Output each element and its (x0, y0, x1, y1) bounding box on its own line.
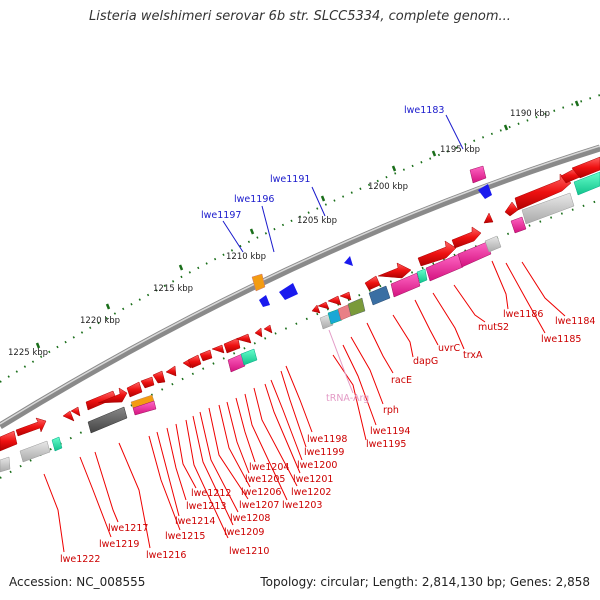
label-lwe1201: lwe1201 (293, 474, 333, 485)
label-lwe1185: lwe1185 (541, 334, 581, 345)
backbone (0, 144, 600, 429)
label-lwe1212: lwe1212 (191, 488, 231, 499)
scale-label-1210: 1210 kbp (226, 252, 266, 262)
label-trxA: trxA (463, 350, 483, 361)
label-lwe1198: lwe1198 (307, 434, 347, 445)
label-mutS2: mutS2 (478, 322, 509, 333)
label-racE: racE (391, 375, 412, 386)
label-lwe1210: lwe1210 (229, 546, 269, 557)
red-leader-lines (43, 260, 566, 553)
label-lwe1217: lwe1217 (108, 523, 148, 534)
outer-strand-features (0, 156, 600, 452)
inner-strand-features (0, 171, 600, 473)
backbone-highlight (0, 145, 600, 425)
label-lwe1215: lwe1215 (165, 531, 205, 542)
label-lwe1213: lwe1213 (186, 501, 226, 512)
label-lwe1219: lwe1219 (99, 539, 139, 550)
blue-leader-lines (222, 114, 464, 253)
label-dapG: dapG (413, 356, 438, 367)
label-lwe1222: lwe1222 (60, 554, 100, 565)
topology-text: Topology: circular; Length: 2,814,130 bp… (260, 575, 590, 589)
major-ticks (35, 100, 580, 349)
label-lwe1195: lwe1195 (366, 439, 406, 450)
gene-labels: lwe1184 lwe1185 lwe1186 mutS2 trxA uvrC … (60, 309, 595, 565)
scale-label-1215: 1215 kbp (153, 284, 193, 294)
label-lwe1209: lwe1209 (224, 527, 264, 538)
label-lwe1202: lwe1202 (291, 487, 331, 498)
label-lwe1191: lwe1191 (270, 174, 310, 185)
scale-label-1190: 1190 kbp (510, 109, 550, 119)
label-lwe1216: lwe1216 (146, 550, 186, 561)
label-lwe1194: lwe1194 (370, 426, 410, 437)
label-lwe1184: lwe1184 (555, 316, 595, 327)
accession-text: Accession: NC_008555 (9, 575, 146, 589)
label-lwe1196: lwe1196 (234, 194, 274, 205)
label-lwe1203: lwe1203 (282, 500, 322, 511)
label-lwe1208: lwe1208 (230, 513, 270, 524)
scale-label-1200: 1200 kbp (368, 182, 408, 192)
label-lwe1206: lwe1206 (241, 487, 281, 498)
label-lwe1197: lwe1197 (201, 210, 241, 221)
label-trna-arg: tRNA-Arg (326, 393, 369, 404)
map-title: Listeria welshimeri serovar 6b str. SLCC… (89, 9, 511, 24)
label-lwe1205: lwe1205 (245, 474, 285, 485)
label-uvrC: uvrC (438, 343, 461, 354)
label-lwe1186: lwe1186 (503, 309, 543, 320)
scale-ring (0, 94, 600, 383)
label-rph: rph (383, 405, 399, 416)
label-lwe1204: lwe1204 (249, 462, 289, 473)
scale-label-1205: 1205 kbp (297, 216, 337, 226)
label-lwe1214: lwe1214 (175, 516, 215, 527)
label-lwe1183: lwe1183 (404, 105, 444, 116)
label-lwe1200: lwe1200 (297, 460, 337, 471)
scale-label-1220: 1220 kbp (80, 316, 120, 326)
trna-leader (328, 329, 354, 394)
outer-ring-features (251, 165, 492, 307)
scale-label-1195: 1195 kbp (440, 145, 480, 155)
label-lwe1207: lwe1207 (239, 500, 279, 511)
inner-dotted-ring (0, 199, 600, 479)
scale-label-1225: 1225 kbp (8, 348, 48, 358)
label-lwe1199: lwe1199 (304, 447, 344, 458)
